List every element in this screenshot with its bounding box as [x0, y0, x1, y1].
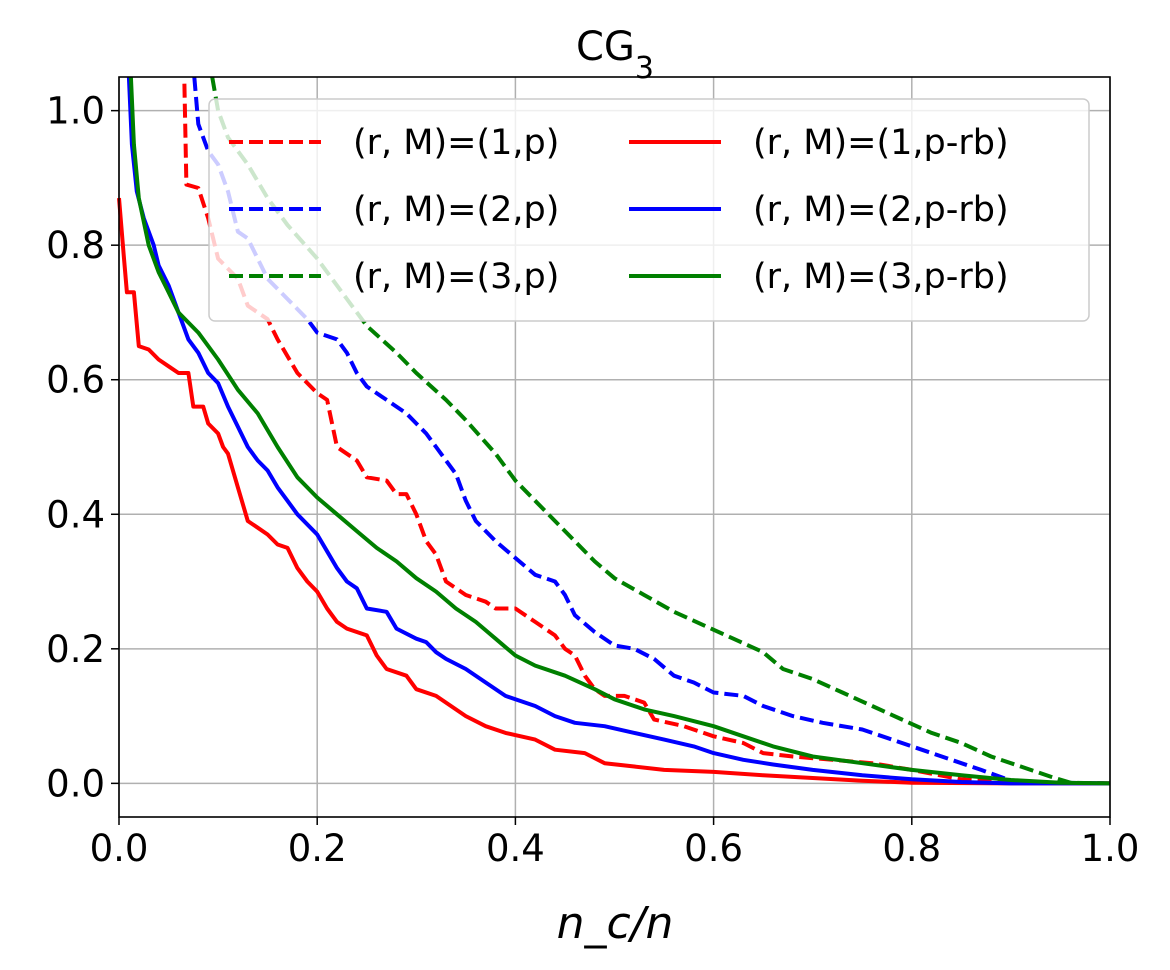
x-tick-label: 1.0: [1081, 827, 1140, 870]
legend-entry-label: (r, M)=(2,p-rb): [753, 190, 1009, 230]
y-tick-label: 1.0: [46, 90, 105, 133]
x-tick-label: 0.0: [90, 827, 149, 870]
x-axis-label: n_c/n: [557, 898, 674, 949]
x-tick-label: 0.8: [882, 827, 941, 870]
legend-entry-label: (r, M)=(3,p): [353, 257, 559, 297]
plot-frame: [118, 76, 1111, 818]
y-tick-label: 0.2: [46, 628, 105, 671]
y-tick-label: 0.8: [46, 224, 105, 267]
y-tick-label: 0.6: [46, 359, 105, 402]
legend-entry-label: (r, M)=(1,p-rb): [753, 123, 1009, 163]
legend-entry-label: (r, M)=(1,p): [353, 123, 559, 163]
legend-entry-label: (r, M)=(3,p-rb): [753, 257, 1009, 297]
series-line-1: [182, 83, 1111, 786]
legend: (r, M)=(1,p) (r, M)=(2,p) (r, M)=(3,p) (r, …: [208, 98, 1090, 322]
x-tick-label: 0.4: [486, 827, 545, 870]
chart-title: CG3: [576, 24, 654, 86]
x-tick-label: 0.2: [288, 827, 347, 870]
x-tick-label: 0.6: [684, 827, 743, 870]
series-line-6: [128, 76, 1111, 786]
axis-ticks: 0.0 0.2 0.4 0.6 0.8 1.0 0.0 0.2 0.4 0.6 0.8 1.0: [46, 90, 1139, 870]
y-tick-label: 0.4: [46, 493, 105, 536]
series-line-5: [126, 76, 1110, 786]
y-tick-label: 0.0: [46, 762, 105, 805]
legend-entry-label: (r, M)=(2,p): [353, 190, 559, 230]
series-line-4: [117, 197, 1110, 786]
